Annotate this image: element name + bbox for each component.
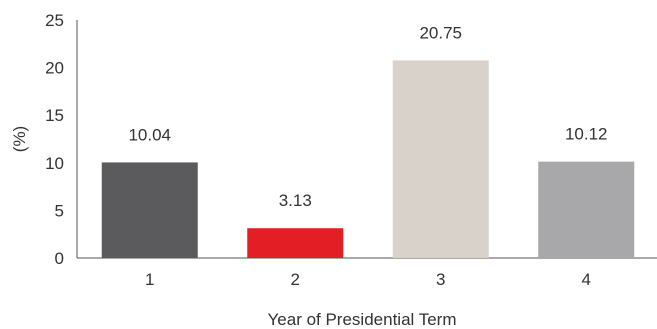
y-axis-ticks: 0 5 10 15 20 25 <box>45 11 64 268</box>
x-axis-title: Year of Presidential Term <box>268 310 457 329</box>
x-tick-label: 2 <box>291 270 300 289</box>
y-tick-label: 20 <box>45 59 64 78</box>
y-tick-label: 25 <box>45 11 64 30</box>
x-tick-label: 1 <box>145 270 154 289</box>
y-tick-label: 0 <box>55 249 64 268</box>
y-tick-label: 15 <box>45 106 64 125</box>
x-axis-ticks: 1 2 3 4 <box>145 270 591 289</box>
bar-value-label: 10.12 <box>565 125 608 144</box>
y-tick-label: 5 <box>55 201 64 220</box>
x-tick-label: 4 <box>582 270 591 289</box>
bar-1 <box>101 162 198 258</box>
y-tick-label: 10 <box>45 154 64 173</box>
bar-value-label: 3.13 <box>279 191 312 210</box>
bar-value-label: 20.75 <box>419 23 462 42</box>
bar-value-label: 10.04 <box>128 125 171 144</box>
bar-2 <box>247 228 344 258</box>
x-tick-label: 3 <box>436 270 445 289</box>
bar-4 <box>538 161 635 258</box>
bars-group: 10.04 3.13 20.75 10.12 <box>101 23 635 259</box>
bar-3 <box>392 60 489 259</box>
y-axis-title: (%) <box>10 126 29 152</box>
